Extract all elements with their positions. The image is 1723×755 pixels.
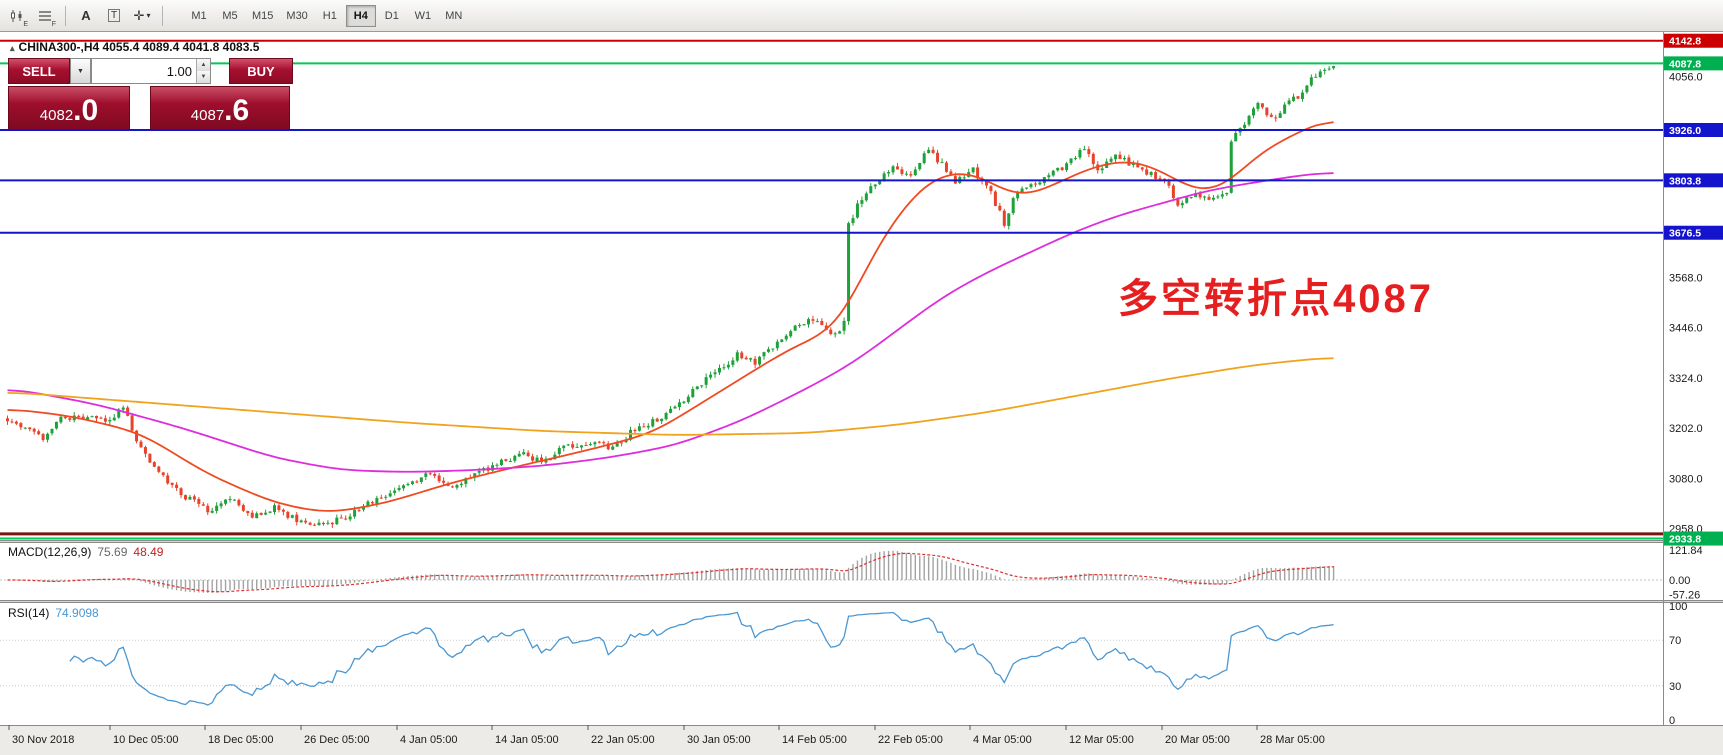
macd-axis-label: 121.84 — [1669, 545, 1703, 557]
timeframe-m30[interactable]: M30 — [280, 5, 313, 27]
order-type-dropdown[interactable]: ▼ — [70, 58, 91, 84]
chart-annotation-text: 多空转折点4087 — [1118, 277, 1434, 321]
price-badge-label: 2933.8 — [1669, 534, 1701, 546]
price-badge — [1664, 225, 1723, 240]
volume-box: ▲ ▼ — [91, 58, 211, 84]
time-axis-label: 30 Nov 2018 — [12, 734, 74, 746]
price-badge-label: 4087.8 — [1669, 58, 1701, 70]
volume-up-button[interactable]: ▲ — [197, 59, 210, 71]
chevron-down-icon: ▾ — [146, 11, 151, 20]
rsi-name: RSI(14) — [8, 606, 50, 620]
time-axis-label: 12 Mar 05:00 — [1069, 734, 1134, 746]
price-tick-label: 3080.0 — [1669, 473, 1703, 485]
price-badge — [1664, 531, 1723, 546]
ma-fast — [7, 121, 1334, 512]
price-tick-label: 3202.0 — [1669, 423, 1703, 435]
chart-type-icon[interactable]: E — [4, 4, 30, 28]
rsi-line — [69, 611, 1334, 706]
time-axis-label: 14 Feb 05:00 — [782, 734, 847, 746]
time-axis-label: 22 Feb 05:00 — [878, 734, 943, 746]
rsi-axis-label: 70 — [1669, 635, 1681, 647]
toolbar-separator — [65, 5, 66, 26]
time-axis-label: 30 Jan 05:00 — [687, 734, 751, 746]
timeframe-w1[interactable]: W1 — [408, 5, 438, 27]
time-axis-label: 4 Mar 05:00 — [973, 734, 1032, 746]
price-tick-label: 3324.0 — [1669, 373, 1703, 385]
rsi-axis-label: 0 — [1669, 715, 1675, 727]
price-badge-label: 3803.8 — [1669, 175, 1701, 187]
time-axis-label: 28 Mar 05:00 — [1260, 734, 1325, 746]
ma-mid — [7, 172, 1334, 473]
icon-sublabel: E — [23, 20, 28, 28]
price-tick-label: 4056.0 — [1669, 71, 1703, 83]
macd-name: MACD(12,26,9) — [8, 545, 92, 559]
timeframe-m5[interactable]: M5 — [215, 5, 245, 27]
volume-input[interactable] — [92, 59, 196, 83]
macd-signal-line — [7, 552, 1334, 593]
sell-price-main: 4082 — [39, 107, 74, 124]
buy-price-main: 4087 — [190, 107, 225, 124]
macd-axis-label: 0.00 — [1669, 575, 1690, 587]
toolbar: E F A T ✛ ▾ M1 M5 M15 M30 H1 H4 D1 W1 MN — [0, 0, 1723, 32]
price-badge — [1664, 122, 1723, 137]
time-axis-label: 10 Dec 05:00 — [113, 734, 178, 746]
volume-stepper: ▲ ▼ — [196, 59, 210, 83]
macd-axis-label: -57.26 — [1669, 590, 1700, 602]
macd-value-main: 75.69 — [97, 545, 128, 559]
text-box-icon[interactable]: T — [101, 4, 127, 28]
timeframe-mn[interactable]: MN — [439, 5, 469, 27]
timeframe-m15[interactable]: M15 — [246, 5, 279, 27]
timeframe-h4[interactable]: H4 — [345, 4, 376, 27]
price-badge — [1664, 33, 1723, 48]
price-badge-label: 3926.0 — [1669, 125, 1701, 137]
buy-button[interactable]: BUY — [229, 58, 293, 84]
text-label-icon[interactable]: A — [73, 4, 99, 28]
price-badge — [1664, 173, 1723, 188]
symbol-ohlc-text: CHINA300-,H4 4055.4 4089.4 4041.8 4083.5 — [18, 40, 260, 54]
timeframe-d1[interactable]: D1 — [377, 5, 407, 27]
rsi-axis-label: 30 — [1669, 681, 1681, 693]
toolbar-separator — [162, 5, 163, 26]
rsi-indicator-label: RSI(14) 74.9098 — [8, 606, 99, 620]
timeframe-group: M1 M5 M15 M30 H1 H4 D1 W1 MN — [184, 4, 469, 27]
time-axis-label: 22 Jan 05:00 — [591, 734, 655, 746]
sell-button[interactable]: SELL — [8, 58, 70, 84]
chart-symbol-header: ▴ CHINA300-,H4 4055.4 4089.4 4041.8 4083.… — [10, 40, 259, 54]
sell-price-pips: .0 — [73, 94, 99, 127]
time-axis-label: 26 Dec 05:00 — [304, 734, 369, 746]
price-tick-label: 3568.0 — [1669, 272, 1703, 284]
rsi-axis-label: 100 — [1669, 601, 1687, 613]
buy-price-display[interactable]: 4087.6 — [150, 86, 290, 130]
text-box-glyph: T — [107, 9, 121, 22]
time-axis-label: 18 Dec 05:00 — [208, 734, 273, 746]
buy-price-pips: .6 — [224, 94, 250, 127]
collapse-arrow-icon[interactable]: ▴ — [10, 43, 15, 53]
time-axis-label: 4 Jan 05:00 — [400, 734, 458, 746]
time-axis-label: 14 Jan 05:00 — [495, 734, 559, 746]
sell-price-display[interactable]: 4082.0 — [8, 86, 130, 130]
price-badge-label: 3676.5 — [1669, 228, 1701, 240]
price-tick-label: 3446.0 — [1669, 323, 1703, 335]
icon-sublabel: F — [51, 20, 56, 28]
price-badge — [1664, 56, 1723, 71]
volume-down-button[interactable]: ▼ — [197, 71, 210, 83]
price-badge-label: 4142.8 — [1669, 36, 1701, 48]
timeframe-m1[interactable]: M1 — [184, 5, 214, 27]
drawing-tools-dropdown-icon[interactable]: ✛ ▾ — [129, 4, 155, 28]
one-click-trade-panel: SELL ▼ ▲ ▼ BUY 4082.0 4087.6 — [8, 58, 294, 130]
time-axis — [0, 725, 1723, 755]
macd-value-signal: 48.49 — [133, 545, 164, 559]
timeframe-h1[interactable]: H1 — [315, 5, 345, 27]
ma-slow — [7, 357, 1334, 436]
time-axis-label: 20 Mar 05:00 — [1165, 734, 1230, 746]
rsi-value: 74.9098 — [55, 606, 99, 620]
indicator-list-icon[interactable]: F — [32, 4, 58, 28]
macd-indicator-label: MACD(12,26,9) 75.69 48.49 — [8, 545, 163, 559]
